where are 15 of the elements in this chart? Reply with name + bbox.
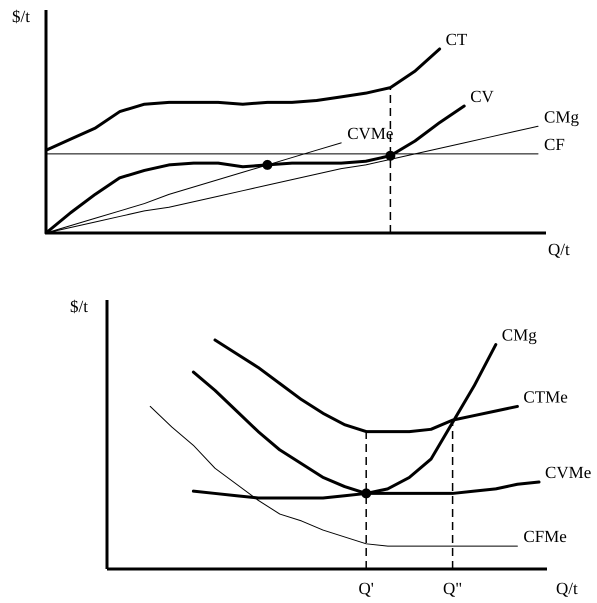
series-label: CF	[544, 134, 565, 154]
series-label: CT	[446, 30, 468, 49]
series-label: CV	[470, 87, 495, 106]
x-tick-label: Q"	[442, 579, 462, 598]
x-axis-title: Q/t	[548, 240, 570, 259]
series-label: CVMe	[545, 462, 592, 482]
y-axis-title: $/t	[70, 297, 88, 316]
series-label: CMg	[502, 326, 538, 345]
x-axis-title: Q/t	[556, 579, 578, 598]
series-label: CMg	[544, 107, 580, 126]
series-label: CFMe	[523, 527, 567, 546]
series-label: CTMe	[523, 387, 568, 406]
y-axis-title: $/t	[12, 7, 30, 26]
x-tick-label: Q'	[358, 579, 374, 598]
series-label: CVMe	[347, 124, 394, 143]
